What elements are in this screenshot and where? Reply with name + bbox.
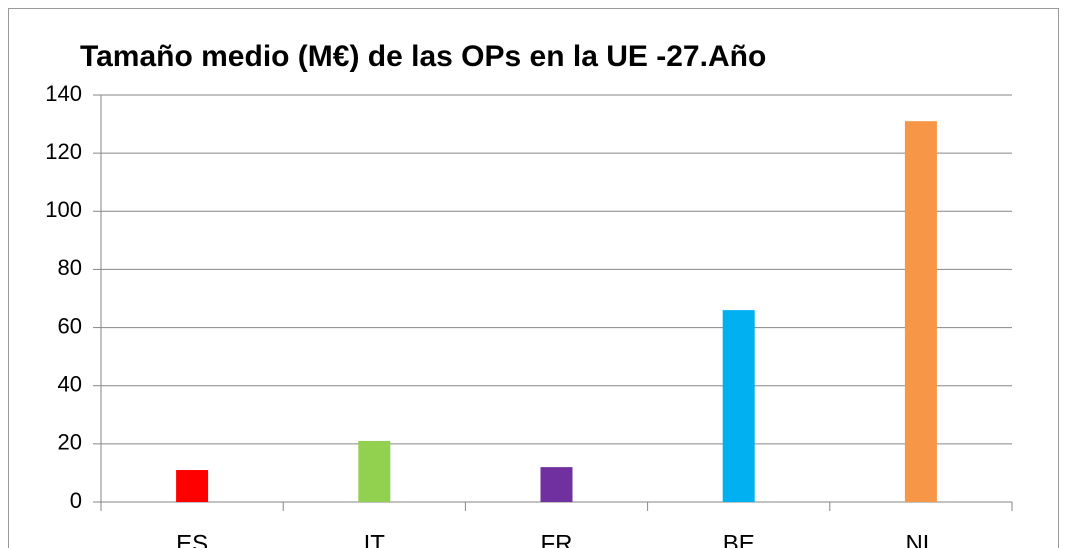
chart-border bbox=[8, 8, 1059, 548]
x-tick-label: FR bbox=[541, 530, 573, 548]
bar bbox=[358, 440, 391, 502]
bar bbox=[904, 121, 937, 503]
y-tick-label: 100 bbox=[45, 197, 82, 222]
y-tick-label: 0 bbox=[70, 488, 82, 513]
x-tick-label: BE bbox=[723, 530, 755, 548]
x-tick-label: NL bbox=[906, 530, 937, 548]
y-tick-label: 40 bbox=[58, 372, 82, 397]
y-tick-label: 60 bbox=[58, 313, 82, 338]
bar bbox=[540, 467, 573, 502]
bar bbox=[176, 470, 209, 502]
y-tick-label: 120 bbox=[45, 139, 82, 164]
x-tick-label: IT bbox=[364, 530, 386, 548]
chart-title: Tamaño medio (M€) de las OPs en la UE -2… bbox=[80, 40, 766, 73]
bar bbox=[722, 310, 755, 502]
y-tick-label: 80 bbox=[58, 255, 82, 280]
y-tick-label: 20 bbox=[58, 430, 82, 455]
x-tick-label: ES bbox=[176, 530, 208, 548]
y-tick-label: 140 bbox=[45, 81, 82, 106]
